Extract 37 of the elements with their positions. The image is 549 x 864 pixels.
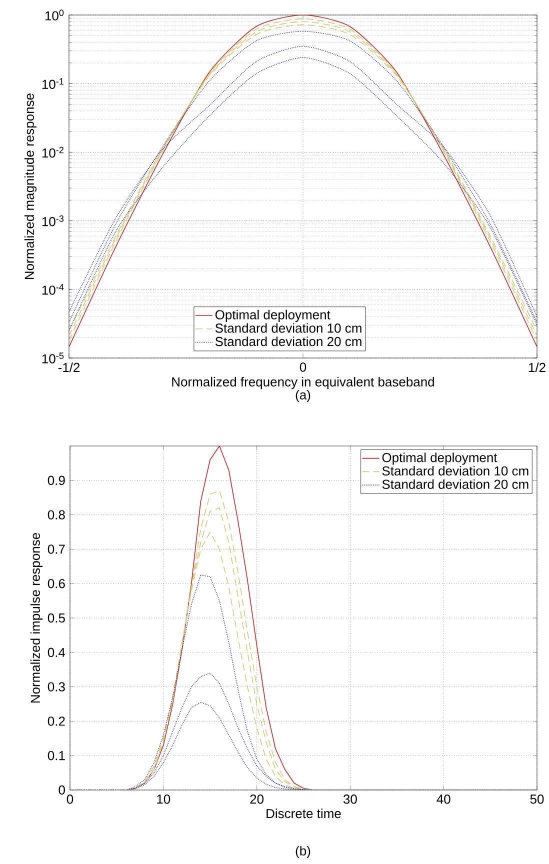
y-tick-label: 0.6 xyxy=(48,579,65,588)
y-tick-label: 0.8 xyxy=(48,510,65,520)
legend-label: Optimal deployment xyxy=(382,452,498,465)
x-tick-label: 20 xyxy=(250,794,264,804)
x-tick-label: 0 xyxy=(66,794,74,804)
text: (b) xyxy=(296,846,310,858)
x-tick-label: 50 xyxy=(530,794,544,804)
y-tick-label: 10$^{-5}$ xyxy=(42,352,64,364)
y-tick-label: 0.5 xyxy=(48,613,65,623)
y-tick-label: 10$^{0}$ xyxy=(45,10,64,20)
x-tick-label: 0 xyxy=(300,362,306,372)
y-tick-label: 0.3 xyxy=(48,682,65,692)
y-axis-title: Normalized impulse response xyxy=(30,533,43,703)
x-tick-label: 30 xyxy=(343,794,357,804)
x-tick-label: 10 xyxy=(157,794,170,804)
y-tick-label: 10$^{-1}$ xyxy=(42,78,64,89)
x-tick-label: 40 xyxy=(436,794,450,804)
y-tick-label: 10$^{-2}$ xyxy=(42,146,64,158)
y-tick-label: 0.7 xyxy=(48,544,65,554)
legend-label: Standard deviation 10 cm xyxy=(382,466,528,476)
legend-label: Standard deviation 20 cm xyxy=(382,479,528,489)
y-tick-label: 0 xyxy=(58,785,65,795)
legend-label: Standard deviation 10 cm xyxy=(215,323,362,333)
x-axis-title: Normalized frequency in equivalent baseband xyxy=(172,376,434,390)
legend-label: Standard deviation 20 cm xyxy=(215,336,362,346)
y-tick-label: 10$^{-3}$ xyxy=(42,215,64,226)
y-tick-label: 0.9 xyxy=(48,476,65,486)
y-tick-label: 0.1 xyxy=(48,751,65,760)
y-tick-label: 0.4 xyxy=(48,648,66,658)
legend-label: Optimal deployment xyxy=(215,310,330,322)
x-tick-label: 1/2 xyxy=(528,362,546,372)
text: (a) xyxy=(296,390,310,402)
y-axis-title: Normalized magnitude response xyxy=(24,94,37,280)
y-tick-label: 10$^{-4}$ xyxy=(42,284,64,295)
x-tick-label: -1/2 xyxy=(58,362,80,372)
x-axis-title: Discrete time xyxy=(266,808,341,818)
y-tick-label: 0.2 xyxy=(48,716,65,726)
